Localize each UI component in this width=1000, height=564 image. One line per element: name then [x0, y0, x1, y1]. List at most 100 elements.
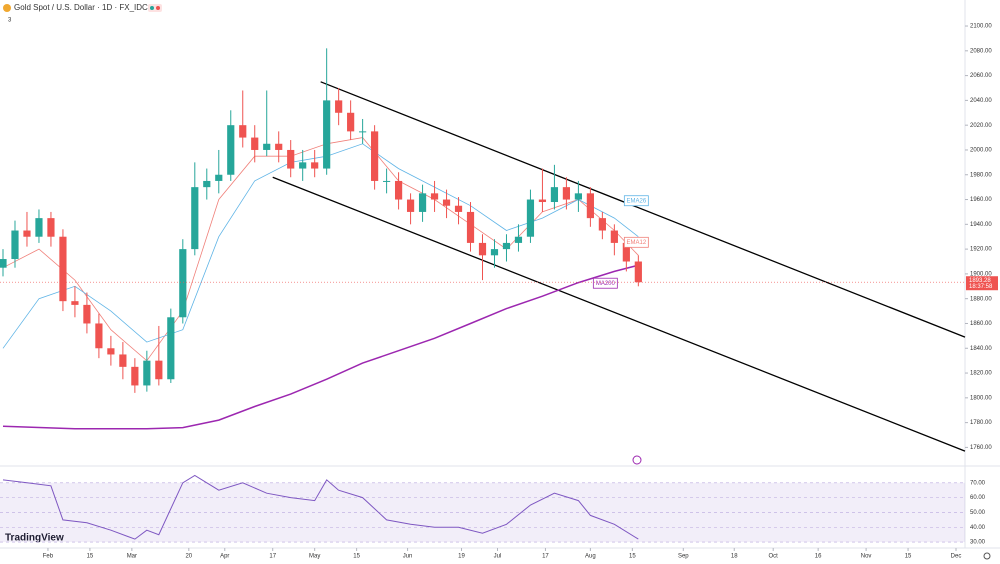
x-tick-label: Mar	[127, 554, 137, 560]
candle-body	[215, 174, 223, 181]
candle-body	[550, 187, 559, 203]
candle-body	[119, 354, 127, 367]
x-tick-label: 17	[542, 554, 549, 560]
y-tick-label: 1900.00	[970, 271, 992, 277]
event-icon[interactable]	[632, 455, 642, 465]
x-tick-label: Aug	[585, 554, 596, 560]
y-tick-label: 1840.00	[970, 346, 992, 352]
rsi-tick-label: 70.00	[970, 480, 986, 486]
y-tick-label: 1760.00	[970, 445, 992, 451]
candle-body	[502, 242, 511, 250]
series-tag-label: EMA12	[626, 240, 646, 246]
last-price-box	[966, 276, 998, 291]
series-tag-label: MA200	[596, 281, 616, 287]
candle-body	[35, 218, 43, 237]
candle-body	[562, 187, 571, 200]
candle-body	[335, 100, 343, 113]
candle-body	[371, 131, 379, 181]
candle-body	[526, 199, 535, 237]
y-tick-label: 1820.00	[970, 371, 992, 377]
x-tick-label: Apr	[220, 554, 229, 560]
candle-body	[406, 199, 415, 212]
rsi-tick-label: 40.00	[970, 525, 986, 531]
x-tick-label: 18	[731, 554, 738, 560]
candle-body	[311, 162, 319, 169]
status-dot	[150, 6, 154, 10]
rsi-tick-label: 50.00	[970, 510, 986, 516]
candle-body	[299, 162, 307, 169]
candle-body	[227, 125, 235, 175]
x-tick-label: 17	[269, 554, 276, 560]
candle-body	[634, 261, 642, 283]
chart-title: Gold Spot / U.S. Dollar · 1D · FX_IDC	[14, 3, 148, 12]
candle-body	[47, 218, 55, 237]
brand-logo[interactable]: TradingView	[5, 533, 64, 544]
candle-body	[263, 143, 271, 150]
candle-body	[287, 149, 295, 169]
y-tick-label: 1980.00	[970, 172, 992, 178]
series-tag	[592, 277, 618, 289]
candle-body	[167, 317, 175, 380]
series-tag	[623, 195, 649, 207]
x-tick-label: Feb	[43, 554, 54, 560]
indicator-count: 3	[8, 18, 12, 24]
candle-body	[454, 205, 463, 212]
rsi-tick-label: 30.00	[970, 540, 986, 546]
candle-body	[586, 193, 594, 219]
candle-body	[514, 236, 523, 243]
ma-line	[2, 264, 639, 430]
candle-body	[323, 100, 331, 169]
x-tick-label: 20	[185, 554, 192, 560]
y-tick-label: 2080.00	[970, 48, 992, 54]
candle-body	[107, 348, 115, 355]
candle-body	[95, 323, 103, 349]
series-tag-label: EMA26	[626, 198, 646, 204]
candle-body	[610, 230, 618, 243]
x-tick-label: 16	[815, 554, 822, 560]
symbol-icon	[3, 4, 11, 12]
status-dot	[156, 6, 160, 10]
y-tick-label: 2100.00	[970, 24, 992, 30]
candle-body	[466, 211, 475, 243]
trendline	[320, 81, 966, 338]
candle-body	[490, 249, 499, 256]
candle-body	[538, 199, 547, 203]
candle-body	[430, 193, 439, 200]
x-tick-label: 15	[353, 554, 360, 560]
candle-body	[23, 230, 31, 237]
y-tick-label: 1940.00	[970, 222, 992, 228]
x-tick-label: Jun	[403, 554, 413, 560]
x-tick-label: 15	[629, 554, 636, 560]
candle-body	[11, 230, 19, 260]
candle-body	[347, 112, 355, 132]
candle-body	[59, 236, 67, 302]
candle-body	[275, 143, 283, 150]
candle-body	[71, 301, 79, 305]
candle-body	[478, 242, 487, 256]
x-tick-label: 15	[87, 554, 94, 560]
status-badge	[148, 4, 162, 12]
series-tag	[623, 236, 649, 248]
x-tick-label: Oct	[769, 554, 779, 560]
candle-body	[622, 242, 630, 262]
x-tick-label: Sep	[678, 554, 689, 560]
trendline	[272, 176, 966, 452]
candle-body	[251, 137, 259, 150]
rsi-tick-label: 60.00	[970, 495, 986, 501]
candle-body	[394, 180, 403, 200]
countdown-label: 18:37:58	[969, 284, 993, 290]
candle-body	[574, 193, 582, 200]
candle-body	[179, 249, 187, 318]
y-tick-label: 1860.00	[970, 321, 992, 327]
y-tick-label: 1800.00	[970, 395, 992, 401]
x-tick-label: 19	[458, 554, 465, 560]
rsi-line	[2, 474, 639, 540]
settings-icon[interactable]	[983, 552, 991, 560]
candle-body	[598, 218, 606, 231]
candle-body	[155, 360, 163, 380]
x-tick-label: May	[309, 554, 320, 560]
candle-body	[83, 304, 91, 324]
candle-body	[191, 187, 199, 250]
y-tick-label: 2020.00	[970, 123, 992, 129]
